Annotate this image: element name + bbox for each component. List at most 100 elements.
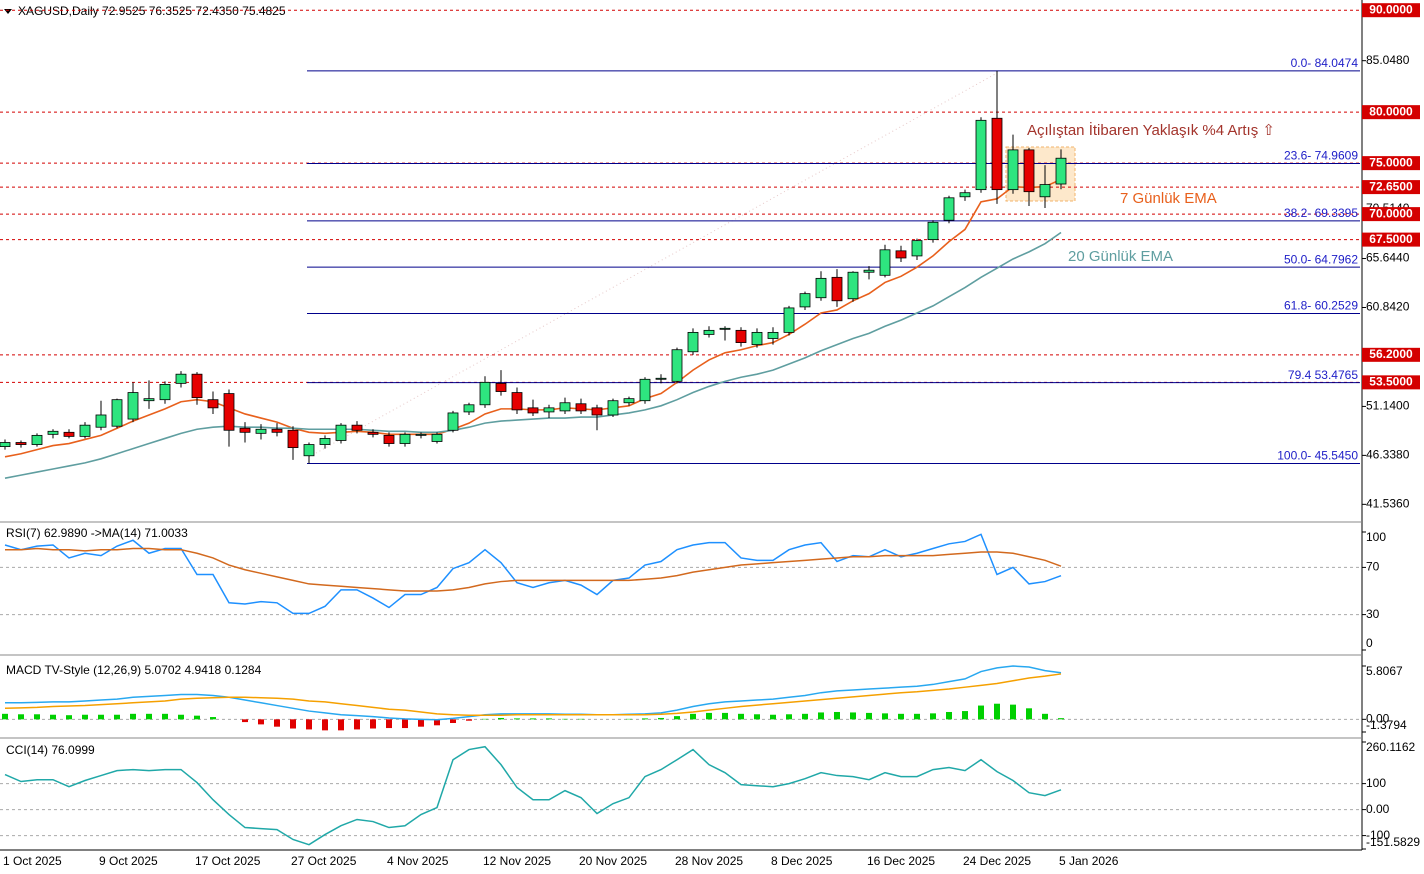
indicator-line (4, 533, 1062, 615)
y-tick-label: 70 (1366, 560, 1380, 574)
level-tag (1362, 232, 1420, 247)
histogram-bar (130, 713, 136, 720)
histogram-bar (2, 713, 8, 720)
histogram-bar (866, 712, 872, 720)
histogram-bar (338, 719, 344, 731)
candle-body (959, 192, 971, 198)
candle-body (575, 403, 587, 412)
histogram-bar (802, 713, 808, 720)
level-label: 75.0000 (1369, 155, 1413, 169)
candle-body (623, 398, 635, 404)
x-tick-label: 12 Nov 2025 (483, 854, 551, 868)
candle-body (767, 331, 779, 339)
candle-body (687, 331, 699, 353)
histogram-bar (1058, 718, 1064, 720)
candle-body (447, 412, 459, 431)
candle-body (1055, 157, 1067, 185)
candle-body (79, 424, 91, 437)
candle-body (815, 277, 827, 299)
candle-body (303, 444, 315, 457)
candle-body (159, 383, 171, 401)
y-tick-label: 46.3380 (1366, 448, 1410, 462)
candle-body (927, 221, 939, 241)
histogram-bar (194, 715, 200, 720)
histogram-bar (546, 718, 552, 720)
x-tick-label: 1 Oct 2025 (3, 854, 62, 868)
candle-body (255, 428, 267, 434)
level-label: 90.0000 (1369, 2, 1413, 16)
candle-body (191, 373, 203, 399)
candle-body (943, 197, 955, 221)
histogram-bar (962, 711, 968, 720)
candle-body (495, 382, 507, 392)
candle-body (735, 329, 747, 343)
candle-body (127, 392, 139, 420)
histogram-bar (386, 719, 392, 729)
histogram-bar (162, 713, 168, 720)
indicator-line (4, 673, 1062, 716)
level-tag (1362, 207, 1420, 222)
histogram-bar (722, 712, 728, 720)
fib-label: 50.0- 64.7962 (1284, 252, 1358, 266)
level-label: 67.5000 (1369, 232, 1413, 246)
histogram-bar (514, 718, 520, 720)
histogram-bar (754, 714, 760, 720)
histogram-bar (306, 719, 312, 730)
candle-body (239, 427, 251, 433)
fib-label: 100.0- 45.5450 (1277, 449, 1358, 463)
histogram-bar (706, 712, 712, 720)
histogram-bar (898, 713, 904, 720)
candle-body (63, 431, 75, 437)
candle-body (911, 240, 923, 257)
histogram-bar (930, 713, 936, 720)
candle-body (1007, 149, 1019, 191)
histogram-bar (402, 719, 408, 729)
candle-body (223, 393, 235, 431)
histogram-bar (466, 719, 472, 721)
candle-body (719, 327, 731, 330)
level-tag (1362, 3, 1420, 18)
y-tick-label: 260.1162 (1366, 740, 1415, 754)
histogram-bar (498, 717, 504, 720)
x-tick-label: 17 Oct 2025 (195, 854, 261, 868)
histogram-bar (258, 719, 264, 725)
y-tick-label: 100 (1366, 530, 1386, 544)
trend-line (308, 72, 998, 458)
histogram-bar (290, 719, 296, 729)
fib-label: 79.4 53.4765 (1288, 368, 1358, 382)
candle-body (831, 276, 843, 302)
histogram-bar (914, 713, 920, 720)
level-tag (1362, 156, 1420, 171)
candle-body (319, 438, 331, 445)
x-tick-label: 27 Oct 2025 (291, 854, 357, 868)
series-label: 7 Günlük EMA (1120, 190, 1217, 207)
y-tick-label: -100 (1366, 828, 1390, 842)
level-tag (1362, 375, 1420, 390)
macd-title: MACD TV-Style (12,26,9) 5.0702 4.9418 0.… (6, 663, 262, 677)
candle-body (207, 399, 219, 409)
candle-body (351, 424, 363, 431)
candle-body (895, 250, 907, 259)
candle-body (383, 434, 395, 444)
histogram-bar (114, 714, 120, 720)
level-tag (1362, 180, 1420, 195)
rsi-title: RSI(7) 62.9890 ->MA(14) 71.0033 (6, 526, 188, 540)
level-label: 80.0000 (1369, 104, 1413, 118)
candle-body (655, 377, 667, 380)
fib-label: 0.0- 84.0474 (1291, 56, 1359, 70)
histogram-bar (354, 719, 360, 730)
candle-body (543, 407, 555, 413)
candle-body (367, 431, 379, 435)
fib-label: 23.6- 74.9609 (1284, 149, 1358, 163)
histogram-bar (674, 716, 680, 720)
histogram-bar (530, 718, 536, 720)
candle-body (415, 433, 427, 436)
candle-body (143, 398, 155, 402)
candle-body (559, 402, 571, 412)
candle-body (751, 331, 763, 346)
y-tick-label: 85.0480 (1366, 53, 1410, 67)
candle-body (1039, 184, 1051, 198)
x-tick-label: 24 Dec 2025 (963, 854, 1031, 868)
